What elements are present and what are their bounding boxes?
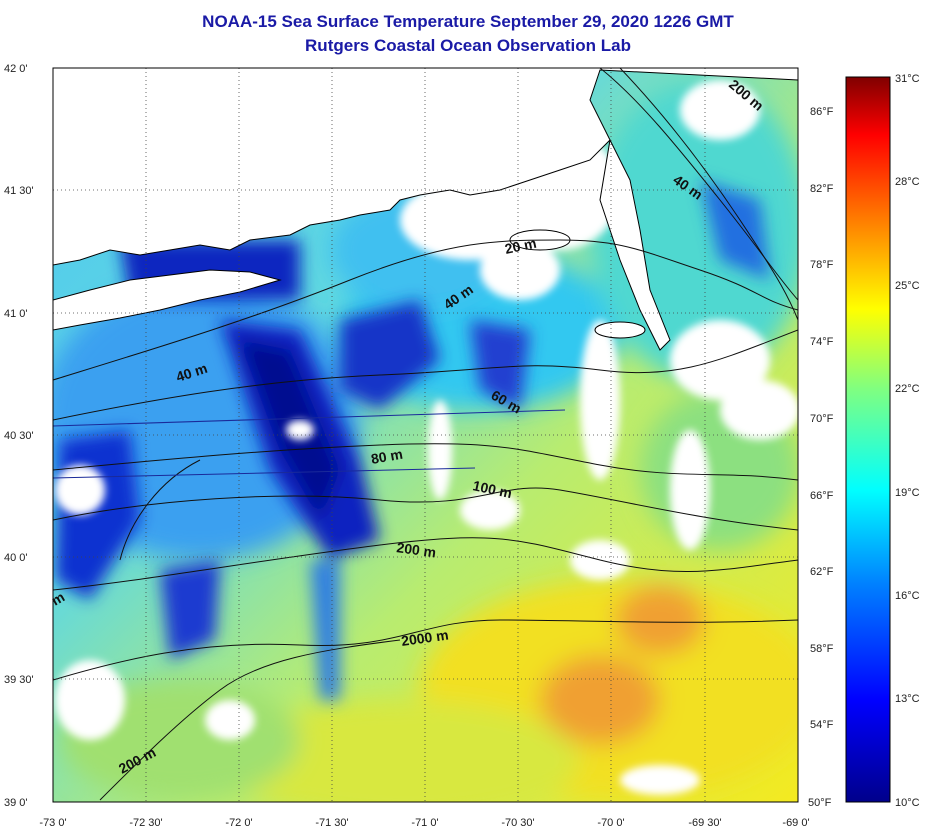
lon-label: -72 30' xyxy=(129,817,162,829)
map-frame xyxy=(52,67,799,803)
fahrenheit-label: 74°F xyxy=(810,336,834,348)
fahrenheit-label: 66°F xyxy=(810,490,834,502)
contour-label: 200 m xyxy=(396,539,438,560)
fahrenheit-label: 50°F xyxy=(808,797,832,809)
lon-label: -69 30' xyxy=(688,817,721,829)
cape-cod xyxy=(599,138,671,351)
contour-label: 80 m xyxy=(370,446,404,467)
latitude-labels: 42 0' 41 30' 41 0' 40 30' 40 0' 39 30' 3… xyxy=(4,63,34,809)
longitude-labels: -73 0' -72 30' -72 0' -71 30' -71 0' -70… xyxy=(39,817,809,829)
celsius-label: 16°C xyxy=(895,590,920,602)
celsius-label: 13°C xyxy=(895,693,920,705)
fahrenheit-label: 58°F xyxy=(810,643,834,655)
land-mass xyxy=(53,68,798,266)
lat-label: 40 0' xyxy=(4,552,28,564)
contour-label: 20 m xyxy=(503,235,538,257)
lon-label: -71 0' xyxy=(411,817,438,829)
lat-label: 41 30' xyxy=(4,185,34,197)
fahrenheit-label: 70°F xyxy=(810,413,834,425)
lon-label: -70 30' xyxy=(501,817,534,829)
fahrenheit-label: 86°F xyxy=(810,106,834,118)
map-subtitle: Rutgers Coastal Ocean Observation Lab xyxy=(305,36,631,55)
long-island xyxy=(53,269,282,331)
celsius-label: 22°C xyxy=(895,383,920,395)
lon-label: -70 0' xyxy=(597,817,624,829)
track-lines xyxy=(52,409,566,479)
grid-lines xyxy=(53,68,798,802)
lon-label: -73 0' xyxy=(39,817,66,829)
celsius-label: 31°C xyxy=(895,73,920,85)
temperature-colorbar xyxy=(845,76,891,803)
bathymetry-contours xyxy=(53,68,798,801)
lon-label: -72 0' xyxy=(225,817,252,829)
map-title: NOAA-15 Sea Surface Temperature Septembe… xyxy=(202,12,734,31)
lat-label: 39 0' xyxy=(4,797,28,809)
celsius-label: 10°C xyxy=(895,797,920,809)
lat-label: 42 0' xyxy=(4,63,28,75)
contour-label: 2000 m xyxy=(400,627,449,649)
fahrenheit-label: 78°F xyxy=(810,259,834,271)
fahrenheit-labels: 86°F 82°F 78°F 74°F 70°F 66°F 62°F 58°F … xyxy=(808,106,834,809)
fahrenheit-label: 62°F xyxy=(810,566,834,578)
celsius-label: 19°C xyxy=(895,487,920,499)
fahrenheit-label: 82°F xyxy=(810,183,834,195)
lat-label: 40 30' xyxy=(4,430,34,442)
celsius-label: 28°C xyxy=(895,176,920,188)
lat-label: 41 0' xyxy=(4,308,28,320)
fahrenheit-label: 54°F xyxy=(810,719,834,731)
lon-label: -69 0' xyxy=(782,817,809,829)
lon-label: -71 30' xyxy=(315,817,348,829)
nantucket xyxy=(594,321,646,339)
celsius-labels: 31°C 28°C 25°C 22°C 19°C 16°C 13°C 10°C xyxy=(895,73,920,809)
lat-label: 39 30' xyxy=(4,674,34,686)
celsius-label: 25°C xyxy=(895,280,920,292)
